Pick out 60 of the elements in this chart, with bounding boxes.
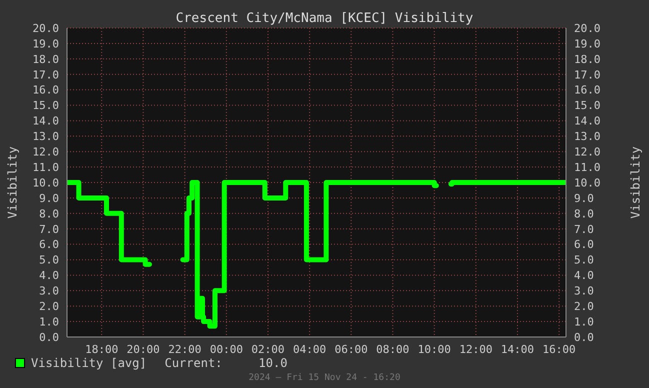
- y2-tick-label: 7.0: [574, 222, 594, 236]
- chart-title: Crescent City/McNama [KCEC] Visibility: [176, 11, 474, 26]
- y-tick-label: 20.0: [32, 22, 59, 35]
- y2-tick-label: 2.0: [574, 300, 594, 314]
- y-tick-label: 11.0: [32, 160, 59, 174]
- y2-tick-label: 0.0: [574, 330, 594, 344]
- y2-tick-label: 15.0: [574, 99, 600, 112]
- x-tick-label: 06:00: [334, 342, 368, 356]
- x-tick-label: 10:00: [418, 342, 451, 356]
- y-tick-label: 0.0: [39, 330, 59, 344]
- y-tick-label: 4.0: [39, 269, 59, 282]
- x-tick-label: 14:00: [500, 342, 534, 356]
- x-tick-label: 12:00: [459, 342, 492, 356]
- y-tick-label: 17.0: [32, 68, 59, 82]
- y-axis-title: Visibility: [5, 146, 20, 219]
- x-tick-label: 08:00: [376, 342, 410, 356]
- y2-tick-label: 3.0: [574, 284, 594, 298]
- x-tick-label: 18:00: [85, 342, 118, 356]
- x-tick-label: 04:00: [293, 342, 326, 356]
- y2-tick-label: 17.0: [574, 68, 600, 82]
- x-tick-label: 00:00: [210, 342, 243, 356]
- y2-tick-label: 5.0: [574, 254, 594, 267]
- y2-tick-label: 20.0: [574, 22, 600, 35]
- y-tick-label: 7.0: [39, 222, 59, 236]
- y-tick-label: 10.0: [32, 176, 59, 190]
- y2-axis-title: Visibility: [628, 146, 642, 219]
- y-tick-label: 1.0: [39, 315, 59, 328]
- y-tick-label: 13.0: [32, 130, 59, 144]
- y-tick-label: 15.0: [32, 99, 59, 112]
- y2-tick-label: 9.0: [574, 192, 594, 205]
- y-tick-label: 9.0: [39, 192, 59, 205]
- x-tick-label: 20:00: [126, 342, 160, 356]
- y2-tick-label: 14.0: [574, 114, 600, 128]
- y2-tick-label: 4.0: [574, 269, 594, 282]
- y2-tick-label: 10.0: [574, 176, 600, 190]
- y2-tick-label: 19.0: [574, 37, 600, 50]
- y-tick-label: 12.0: [32, 146, 59, 159]
- legend-label: Visibility [avg]: [31, 356, 147, 370]
- y2-tick-label: 1.0: [574, 315, 594, 328]
- y2-tick-label: 18.0: [574, 52, 600, 66]
- y2-tick-label: 6.0: [574, 238, 594, 252]
- text: 2024 — Fri 15 Nov 24 - 16:20: [248, 373, 402, 383]
- y2-tick-label: 13.0: [574, 130, 600, 144]
- y-tick-label: 14.0: [32, 114, 59, 128]
- y-tick-label: 8.0: [39, 207, 59, 220]
- y-tick-label: 19.0: [32, 37, 59, 50]
- y2-tick-label: 11.0: [574, 160, 600, 174]
- y2-tick-label: 12.0: [574, 146, 600, 159]
- x-tick-label: 02:00: [251, 342, 285, 356]
- x-tick-label: 22:00: [168, 342, 202, 356]
- y2-tick-label: 16.0: [574, 84, 600, 97]
- y-tick-label: 16.0: [32, 84, 59, 97]
- text: Current: 10.0: [164, 356, 288, 370]
- y-tick-label: 5.0: [39, 254, 59, 267]
- y-tick-label: 3.0: [39, 284, 59, 298]
- y-tick-label: 2.0: [39, 300, 59, 314]
- y-tick-label: 6.0: [39, 238, 59, 252]
- y2-tick-label: 8.0: [574, 207, 594, 220]
- y-tick-label: 18.0: [32, 52, 59, 66]
- x-tick-label: 16:00: [542, 342, 576, 356]
